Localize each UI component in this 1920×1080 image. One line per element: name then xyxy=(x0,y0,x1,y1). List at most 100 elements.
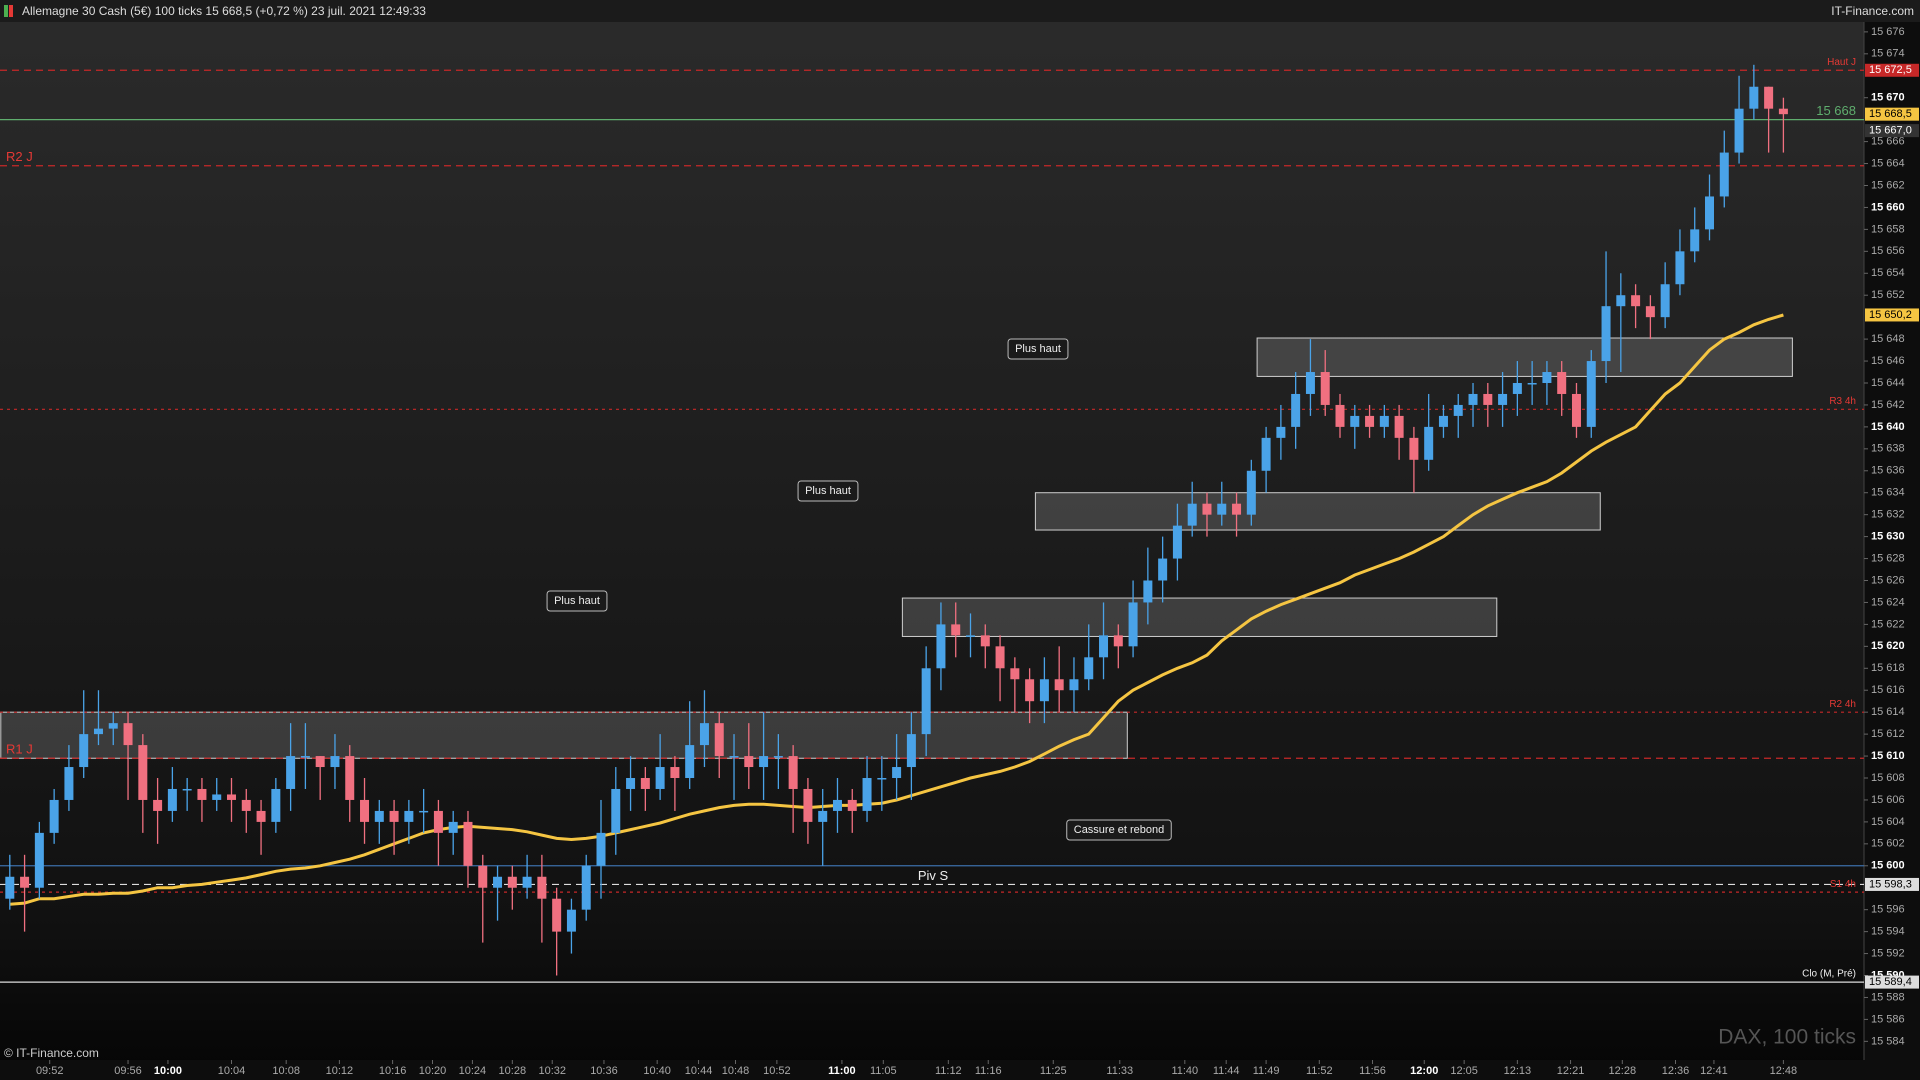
x-tick-label: 11:56 xyxy=(1359,1065,1386,1077)
candle-body xyxy=(1453,404,1463,416)
time-axis-panel xyxy=(0,1060,1920,1080)
candle-body xyxy=(1143,580,1153,603)
x-tick-label: 12:00 xyxy=(1410,1065,1438,1077)
x-tick-label: 10:36 xyxy=(590,1065,618,1077)
candle-body xyxy=(1631,295,1641,307)
candle-body xyxy=(1202,503,1212,515)
candle-body xyxy=(803,788,813,822)
y-tick-label: 15 620 xyxy=(1871,640,1905,652)
candle-body xyxy=(433,810,443,833)
x-tick-label: 10:52 xyxy=(763,1065,791,1077)
x-tick-label: 12:28 xyxy=(1609,1065,1637,1077)
copyright: © IT-Finance.com xyxy=(4,1046,99,1060)
candle-body xyxy=(699,723,709,746)
candle-body xyxy=(227,794,236,800)
x-tick-label: 10:20 xyxy=(419,1065,447,1077)
x-tick-label: 12:36 xyxy=(1662,1065,1690,1077)
candle-body xyxy=(877,778,887,780)
candle-body xyxy=(360,799,370,822)
x-tick-label: 10:08 xyxy=(272,1065,300,1077)
candle-body xyxy=(788,756,798,789)
candle-body xyxy=(1217,503,1227,515)
candle-body xyxy=(611,788,621,833)
zone xyxy=(0,711,1128,759)
x-tick-label: 11:44 xyxy=(1213,1065,1240,1077)
x-tick-label: 12:41 xyxy=(1700,1065,1728,1077)
candle-body xyxy=(197,788,207,800)
candle-body xyxy=(1246,470,1256,515)
candle-body xyxy=(522,876,532,888)
candle-body xyxy=(212,794,222,800)
x-tick-label: 10:04 xyxy=(218,1065,246,1077)
y-tick-label: 15 600 xyxy=(1871,860,1905,872)
annotation-label: Plus haut xyxy=(805,485,851,497)
x-tick-label: 10:40 xyxy=(643,1065,671,1077)
candle-body xyxy=(374,810,384,822)
x-tick-label: 11:40 xyxy=(1171,1065,1198,1077)
y-tick-label: 15 616 xyxy=(1871,684,1905,696)
candle-body xyxy=(1261,437,1271,471)
candle-body xyxy=(818,810,828,822)
candle-body xyxy=(153,799,163,811)
candle-body xyxy=(980,635,990,647)
annotation-box xyxy=(546,590,608,612)
candle-body xyxy=(300,756,310,758)
price-tag xyxy=(1865,308,1919,322)
watermark: DAX, 100 ticks xyxy=(1718,1026,1856,1049)
candle-body xyxy=(1099,635,1109,658)
y-tick-label: 15 642 xyxy=(1871,399,1905,411)
y-tick-label: 15 594 xyxy=(1871,926,1905,938)
candle-body xyxy=(1557,372,1567,394)
candle-body xyxy=(108,723,118,729)
candle-body xyxy=(271,788,281,822)
candle-body xyxy=(1645,306,1655,318)
y-tick-label: 15 656 xyxy=(1871,245,1905,257)
candle-body xyxy=(640,778,650,789)
annotation-box xyxy=(1007,338,1069,360)
candle-body xyxy=(1054,679,1064,691)
candle-body xyxy=(537,876,547,899)
annotation-label: Plus haut xyxy=(554,595,600,607)
candle-body xyxy=(566,909,576,932)
y-tick-label: 15 674 xyxy=(1871,48,1905,60)
candle-body xyxy=(138,745,148,800)
candle-body xyxy=(345,756,355,800)
x-tick-label: 10:24 xyxy=(459,1065,487,1077)
zone xyxy=(1256,337,1793,377)
candle-body xyxy=(921,668,931,735)
y-tick-label: 15 646 xyxy=(1871,355,1905,367)
zone xyxy=(1034,492,1601,531)
x-tick-label: 12:13 xyxy=(1504,1065,1532,1077)
y-tick-label: 15 610 xyxy=(1871,750,1905,762)
price-tag-label: 15 650,2 xyxy=(1869,309,1912,321)
candle-body xyxy=(966,635,975,637)
candle-body xyxy=(1527,382,1537,385)
candle-body xyxy=(832,799,842,811)
price-tag-label: 15 598,3 xyxy=(1869,878,1912,890)
candle-body xyxy=(1025,679,1035,702)
price-tag xyxy=(1865,124,1919,138)
candle-body xyxy=(1438,415,1448,427)
x-tick-label: 09:56 xyxy=(114,1065,142,1077)
candle-body xyxy=(626,778,636,789)
annotation-label: Cassure et rebond xyxy=(1074,824,1165,836)
candle-body xyxy=(34,832,44,888)
x-tick-label: 11:25 xyxy=(1040,1065,1067,1077)
x-tick-label: 10:12 xyxy=(326,1065,354,1077)
candle-body xyxy=(1291,393,1301,427)
y-tick-label: 15 592 xyxy=(1871,947,1905,959)
y-tick-label: 15 636 xyxy=(1871,465,1905,477)
candle-body xyxy=(20,876,30,888)
y-tick-label: 15 626 xyxy=(1871,574,1905,586)
y-tick-label: 15 618 xyxy=(1871,662,1905,674)
y-tick-label: 15 614 xyxy=(1871,706,1905,718)
y-tick-label: 15 664 xyxy=(1871,157,1905,169)
y-tick-label: 15 628 xyxy=(1871,552,1905,564)
price-tag-label: 15 589,4 xyxy=(1869,976,1912,988)
y-tick-label: 15 588 xyxy=(1871,991,1905,1003)
candle-body xyxy=(1483,393,1493,405)
candle-body xyxy=(1069,679,1079,691)
moving-average xyxy=(9,313,1784,906)
level-label: Piv S xyxy=(918,868,949,883)
x-tick-label: 12:05 xyxy=(1450,1065,1478,1077)
